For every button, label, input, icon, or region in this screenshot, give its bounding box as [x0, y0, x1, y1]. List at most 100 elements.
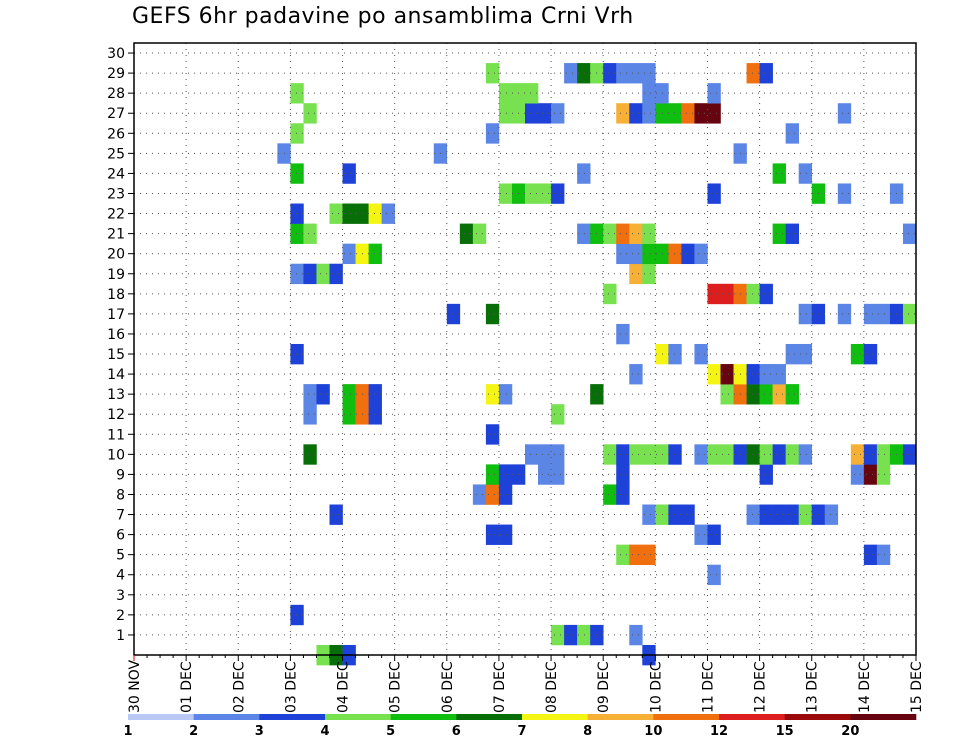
x-tick-label: 12 DEC	[753, 661, 769, 713]
colorbar-label: 2	[189, 724, 198, 739]
heatmap-cell	[772, 163, 786, 184]
heatmap-cell	[759, 384, 773, 405]
y-tick-label: 16	[107, 327, 125, 343]
colorbar-label: 8	[583, 724, 592, 739]
heatmap-cell	[785, 444, 799, 465]
heatmap-cell	[798, 343, 813, 365]
heatmap-cell	[863, 544, 878, 566]
heatmap-cell	[629, 544, 643, 566]
heatmap-cell	[707, 183, 721, 204]
heatmap-cell	[551, 624, 565, 646]
colorbar-swatch	[587, 714, 654, 720]
heatmap-cell	[707, 103, 721, 124]
heatmap-cell	[603, 444, 617, 465]
heatmap-cell	[655, 343, 669, 365]
heatmap-cell	[472, 484, 487, 505]
x-tick-label: 06 DEC	[440, 661, 456, 713]
colorbar-swatch	[784, 714, 851, 720]
heatmap-cell	[681, 504, 695, 525]
y-tick-label: 27	[107, 106, 125, 122]
heatmap-cell	[629, 103, 643, 124]
heatmap-cell	[342, 243, 356, 265]
y-tick-label: 26	[107, 126, 125, 142]
y-tick-label: 1	[116, 628, 125, 644]
y-tick-label: 28	[107, 86, 125, 102]
heatmap-cell	[303, 103, 317, 124]
dotted-grid	[134, 43, 916, 655]
colorbar-swatch	[456, 714, 523, 720]
colorbar-label: 5	[386, 724, 395, 739]
heatmap-cell	[720, 283, 734, 305]
heatmap-cell	[642, 263, 656, 285]
heatmap-cell	[746, 63, 760, 84]
heatmap-cell	[850, 444, 865, 465]
heatmap-cell	[798, 504, 813, 525]
x-tick-label: 02 DEC	[231, 661, 247, 713]
heatmap-cell	[655, 83, 669, 104]
heatmap-cell	[720, 364, 734, 385]
heatmap-cell	[303, 384, 317, 405]
heatmap-cell	[525, 103, 539, 124]
heatmap-cell	[837, 303, 852, 325]
x-tick-label: 07 DEC	[492, 661, 508, 713]
heatmap-cell	[629, 624, 643, 646]
y-tick-label: 17	[107, 307, 125, 323]
heatmap-cell	[694, 524, 708, 545]
heatmap-cell	[642, 63, 656, 84]
heatmap-cell	[863, 464, 878, 485]
y-tick-label: 30	[107, 46, 125, 62]
heatmap-cell	[668, 504, 682, 525]
heatmap-cell	[902, 223, 917, 244]
colorbar-swatch	[850, 714, 917, 720]
heatmap-cell	[485, 123, 500, 144]
heatmap-cell	[616, 223, 630, 244]
x-tick-label: 10 DEC	[648, 661, 664, 713]
heatmap-cell	[551, 444, 565, 465]
heatmap-cell	[290, 604, 304, 626]
heatmap-cell	[459, 223, 474, 244]
colorbar-label: 6	[452, 724, 461, 739]
x-tick-label: 09 DEC	[596, 661, 612, 713]
heatmap-cell	[759, 283, 773, 305]
colorbar-swatch	[653, 714, 720, 720]
heatmap-cell	[642, 544, 656, 566]
heatmap-cell	[785, 123, 799, 144]
y-tick-label: 7	[116, 508, 125, 524]
heatmap-cell	[642, 83, 656, 104]
y-tick-label: 11	[107, 427, 125, 443]
heatmap-cell	[498, 103, 513, 124]
heatmap-cell	[498, 484, 513, 505]
colorbar-swatch	[719, 714, 785, 720]
heatmap-cell	[577, 163, 591, 184]
heatmap-cell	[616, 484, 630, 505]
heatmap-cell	[629, 243, 643, 265]
heatmap-cell	[850, 343, 865, 365]
y-tick-label: 22	[107, 207, 125, 223]
heatmap-cell	[707, 283, 721, 305]
heatmap-cell	[642, 444, 656, 465]
heatmap-cell	[629, 444, 643, 465]
heatmap-cell	[577, 63, 591, 84]
heatmap-cell	[290, 83, 304, 104]
heatmap-cell	[668, 343, 682, 365]
heatmap-cell	[290, 163, 304, 184]
heatmap-cell	[876, 303, 891, 325]
colorbar-label: 3	[255, 724, 264, 739]
colorbar: 1 2 3 4 5 6 7 8 10 12 15 20	[123, 714, 917, 739]
colorbar-swatch	[390, 714, 457, 720]
heatmap-cell	[551, 103, 565, 124]
y-tick-label: 21	[107, 227, 125, 243]
heatmap-cell	[772, 364, 786, 385]
y-tick-label: 5	[116, 548, 125, 564]
heatmap-cell	[876, 544, 891, 566]
heatmap-cell	[759, 504, 773, 525]
heatmap-cell	[485, 484, 500, 505]
heatmap-cell	[616, 464, 630, 485]
heatmap-cell	[368, 384, 382, 405]
heatmap-cell	[616, 103, 630, 124]
heatmap-cell	[290, 223, 304, 244]
heatmap-cell	[577, 223, 591, 244]
heatmap-cell	[785, 343, 799, 365]
heatmap-cell	[746, 444, 760, 465]
heatmap-cell	[498, 384, 513, 405]
